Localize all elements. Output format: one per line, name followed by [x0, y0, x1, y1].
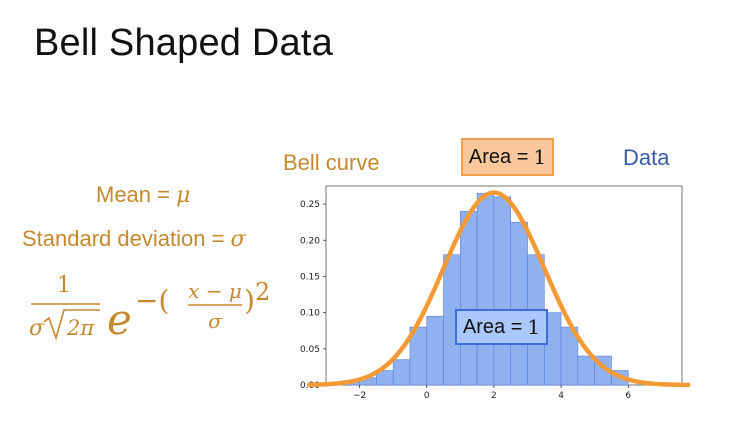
y-tick-label: 0.10: [300, 309, 320, 319]
x-tick-label: 4: [558, 391, 564, 400]
formula-e: e: [107, 295, 132, 344]
formula-sqrt-sign: [43, 309, 100, 341]
slide-title: Bell Shaped Data: [34, 22, 333, 64]
y-tick-label: 0.15: [300, 272, 320, 282]
formula-frac-numerator: x − μ: [188, 279, 242, 303]
formula-sigma: σ: [29, 316, 45, 341]
x-tick-label: −2: [353, 391, 366, 400]
area-label-curve-value: 1: [533, 145, 547, 169]
sd-symbol: σ: [230, 227, 246, 252]
x-tick-label: 0: [424, 391, 430, 400]
area-label-data-value: 1: [527, 315, 541, 339]
x-tick-label: 2: [491, 391, 497, 400]
y-tick-label: 0.20: [300, 236, 320, 246]
area-label-data-text: Area =: [462, 315, 523, 338]
histogram-bar: [460, 211, 478, 386]
mean-symbol: μ: [176, 183, 191, 208]
y-tick-label: 0.25: [300, 200, 320, 210]
normal-density-formula: 1 σ 2π e −( x − μ σ ) 2: [29, 273, 270, 344]
mean-line: Mean = μ: [96, 182, 190, 208]
formula-exponent: 2: [255, 278, 270, 306]
area-label-curve: Area = 1: [461, 138, 554, 176]
sd-label: Standard deviation =: [22, 226, 231, 251]
formula-close-paren: ): [244, 284, 255, 317]
formula-frac-denominator: σ: [208, 309, 223, 333]
area-label-curve-text: Area =: [468, 145, 529, 168]
formula-numerator: 1: [57, 273, 71, 298]
mean-label: Mean =: [96, 182, 177, 207]
bell-curve-line: [306, 190, 690, 388]
histogram-bar: [493, 196, 512, 386]
sd-line: Standard deviation = σ: [22, 226, 246, 252]
bell-curve-label: Bell curve: [283, 150, 380, 175]
histogram-chart: 0.000.050.100.150.200.25−2 0 2 4 6: [300, 185, 690, 400]
formula-minus-paren: −(: [135, 284, 169, 317]
histogram-bar: [426, 315, 444, 386]
x-tick-label: 6: [625, 391, 631, 400]
formula-two-pi: 2π: [66, 316, 95, 340]
y-tick-label: 0.05: [300, 345, 320, 355]
histogram-bar: [577, 355, 595, 386]
histogram-bar: [392, 359, 411, 386]
area-label-data: Area = 1: [455, 309, 548, 345]
histogram-bar: [510, 221, 528, 386]
histogram-bar: [476, 192, 495, 386]
data-label: Data: [623, 145, 670, 170]
